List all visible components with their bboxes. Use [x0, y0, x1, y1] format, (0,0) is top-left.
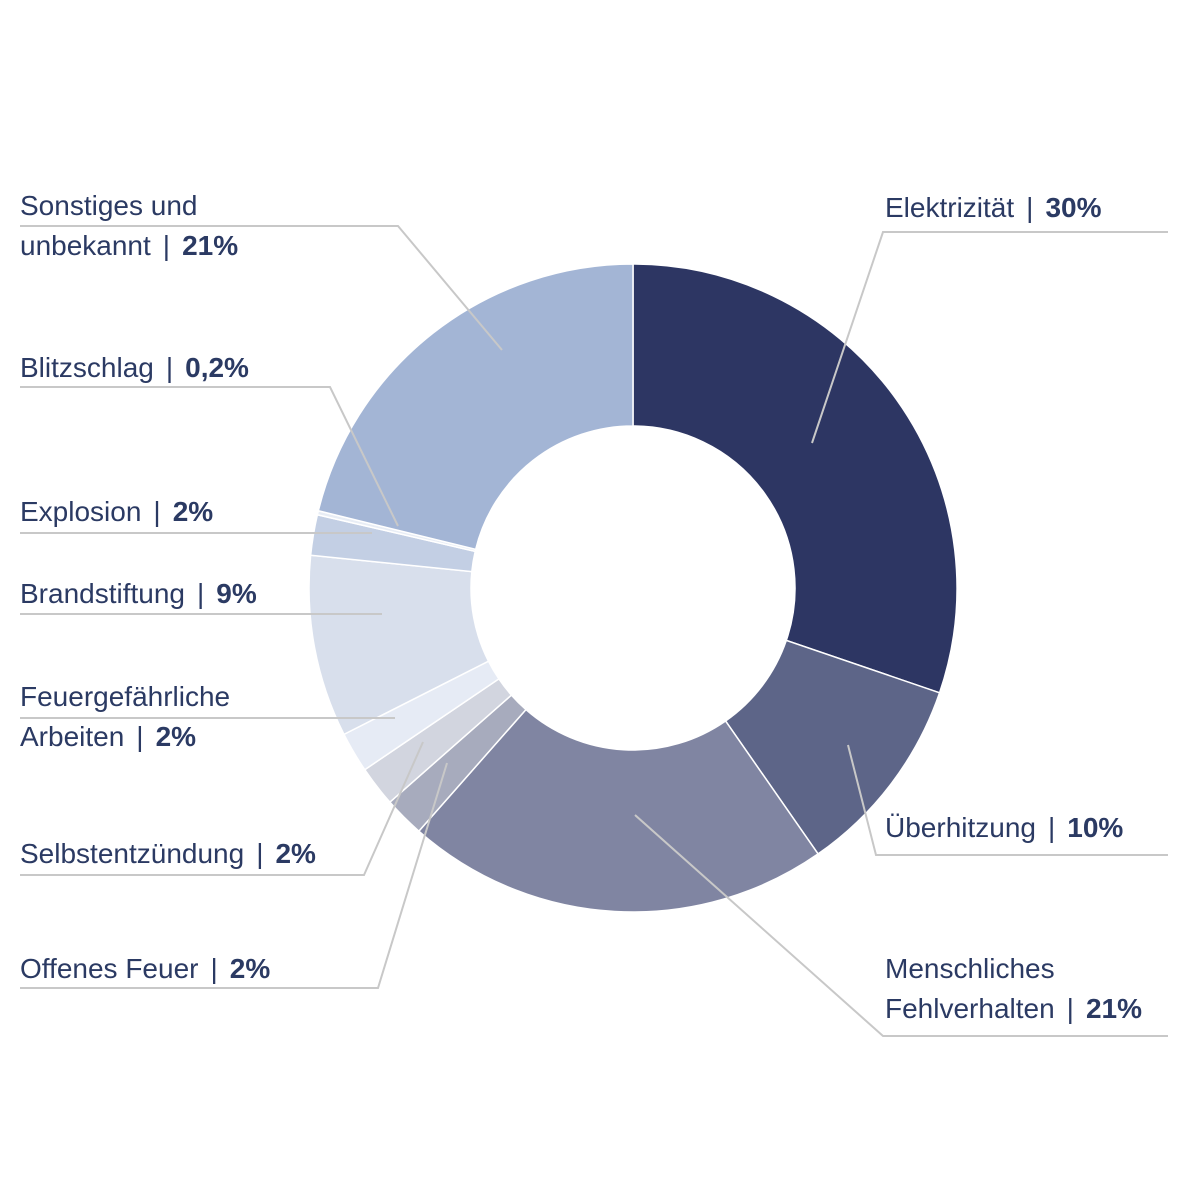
label-offenes-feuer: Offenes Feuer | 2% — [20, 949, 270, 989]
label-blitzschlag: Blitzschlag | 0,2% — [20, 348, 249, 388]
label-separator: | — [256, 838, 264, 869]
slice-sonstiges — [317, 263, 634, 551]
label-separator: | — [197, 578, 205, 609]
leader-line-selbst — [20, 741, 424, 876]
leader-line-menschliches — [634, 814, 1168, 1037]
label-percent: 30% — [1045, 192, 1102, 223]
leader-line-elektrizitaet — [811, 231, 1168, 444]
label-separator: | — [162, 230, 171, 261]
label-name-line1: Feuergefährliche — [20, 681, 231, 712]
label-elektrizitaet: Elektrizität | 30% — [885, 188, 1101, 228]
label-name-line2: unbekannt — [20, 230, 151, 261]
leader-line-offenes — [20, 762, 448, 989]
leader-lines — [20, 225, 1168, 1037]
label-name-line1: Menschliches — [885, 953, 1055, 984]
label-brandstiftung: Brandstiftung | 9% — [20, 574, 257, 614]
label-name: Blitzschlag — [20, 352, 154, 383]
slice-menschliches — [417, 708, 820, 913]
leader-line-ueberhitzung — [847, 744, 1168, 856]
label-name: Selbstentzündung — [20, 838, 245, 869]
label-feuergefaehrliche-arbeiten: Feuergefährliche Arbeiten | 2% — [20, 677, 230, 757]
label-percent: 21% — [182, 230, 239, 261]
label-percent: 2% — [172, 496, 214, 527]
label-separator: | — [210, 953, 218, 984]
label-selbstentzuendung: Selbstentzündung | 2% — [20, 834, 316, 874]
label-name: Explosion — [20, 496, 142, 527]
label-separator: | — [153, 496, 161, 527]
label-name: Überhitzung — [885, 812, 1036, 843]
label-name: Elektrizität — [885, 192, 1015, 223]
label-ueberhitzung: Überhitzung | 10% — [885, 808, 1123, 848]
label-name-line2: Fehlverhalten — [885, 993, 1055, 1024]
label-menschliches: Menschliches Fehlverhalten | 21% — [885, 949, 1142, 1029]
label-percent: 2% — [275, 838, 316, 869]
label-percent: 2% — [155, 721, 197, 752]
label-percent: 21% — [1085, 993, 1142, 1024]
leader-line-sonstiges — [20, 225, 503, 351]
label-percent: 10% — [1067, 812, 1124, 843]
label-sonstiges-unbekannt: Sonstiges und unbekannt | 21% — [20, 186, 238, 266]
label-separator: | — [136, 721, 144, 752]
donut-slices — [308, 263, 958, 913]
label-separator: | — [1047, 812, 1056, 843]
slice-elektrizitaet — [632, 263, 958, 694]
label-explosion: Explosion | 2% — [20, 492, 213, 532]
label-separator: | — [1026, 192, 1034, 223]
label-percent: 2% — [229, 953, 271, 984]
label-separator: | — [1066, 993, 1074, 1024]
label-percent: 9% — [216, 578, 257, 609]
leader-line-blitz — [20, 386, 399, 527]
label-name-line1: Sonstiges und — [20, 190, 198, 221]
label-name-line2: Arbeiten — [20, 721, 125, 752]
label-name: Offenes Feuer — [20, 953, 199, 984]
label-name: Brandstiftung — [20, 578, 185, 609]
label-percent: 0,2% — [185, 352, 249, 383]
label-separator: | — [165, 352, 174, 383]
